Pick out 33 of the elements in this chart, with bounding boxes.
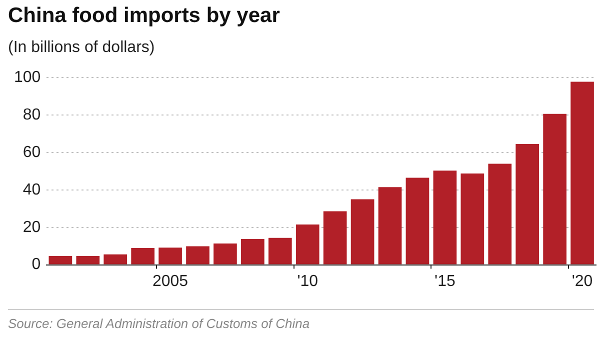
- bar: [76, 256, 100, 264]
- bar: [323, 211, 347, 264]
- x-tick-label: '20: [572, 272, 593, 290]
- y-tick-label: 0: [32, 256, 41, 274]
- source-note: Source: General Administration of Customs of China: [8, 316, 310, 331]
- x-tick-label: '10: [297, 272, 318, 290]
- bar: [378, 187, 402, 264]
- bar: [516, 144, 540, 264]
- bar: [48, 256, 72, 264]
- bar: [214, 243, 237, 264]
- x-tick-label: '15: [434, 272, 456, 290]
- chart-subtitle: (In billions of dollars): [8, 39, 155, 57]
- bar: [488, 164, 512, 264]
- bar: [296, 224, 320, 264]
- chart-title: China food imports by year: [8, 4, 280, 28]
- bar: [460, 173, 484, 264]
- bar: [433, 170, 457, 264]
- bar: [131, 248, 154, 264]
- bar: [406, 178, 430, 264]
- y-tick-label: 80: [22, 106, 41, 124]
- y-tick-label: 40: [22, 181, 41, 198]
- bar: [570, 82, 594, 264]
- y-tick-label: 60: [22, 144, 41, 161]
- bar: [104, 254, 128, 264]
- bar: [543, 114, 566, 264]
- bar: [268, 238, 292, 264]
- y-tick-label: 100: [14, 69, 41, 86]
- bar: [241, 238, 264, 264]
- bar: [350, 199, 374, 264]
- bar: [158, 248, 182, 264]
- bar: [186, 246, 210, 264]
- y-tick-label: 20: [22, 218, 41, 236]
- x-tick-label: 2005: [152, 272, 188, 290]
